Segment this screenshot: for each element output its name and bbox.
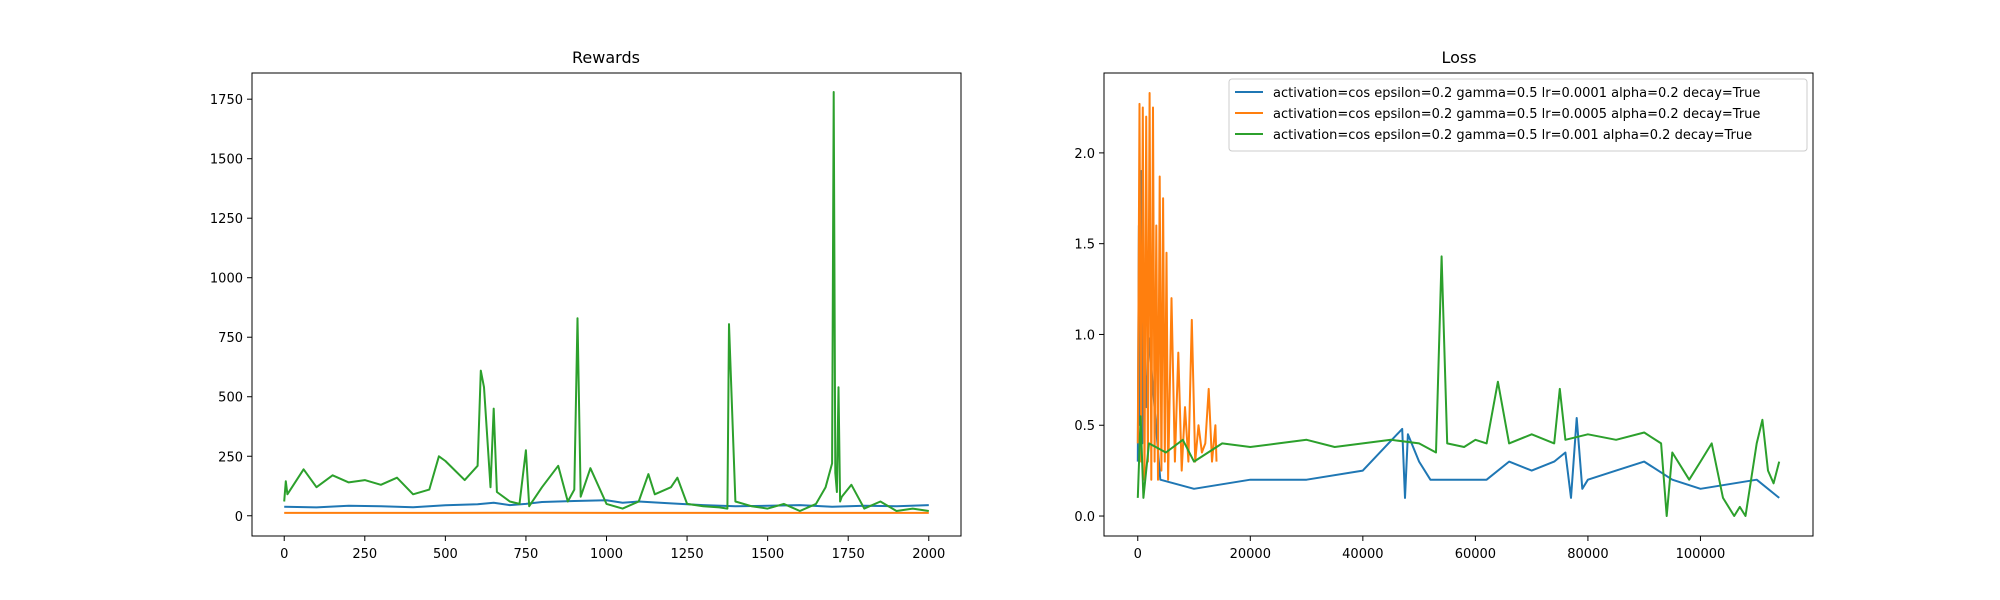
rewards-series-line-2 [283, 91, 929, 512]
rewards-x-tick-label: 2000 [912, 547, 945, 562]
loss-series-line-1 [1136, 92, 1218, 481]
rewards-x-tick-label: 1750 [832, 547, 865, 562]
rewards-y-tick-label: 1750 [210, 93, 243, 108]
loss-x-tick-label: 20000 [1230, 547, 1271, 562]
loss-legend: activation=cos epsilon=0.2 gamma=0.5 lr=… [1228, 78, 1808, 152]
loss-series-line-0 [1136, 170, 1780, 499]
loss-axes-frame [1103, 72, 1814, 537]
loss-legend-label-2: activation=cos epsilon=0.2 gamma=0.5 lr=… [1273, 128, 1752, 143]
rewards-x-tick-label: 1500 [751, 547, 784, 562]
loss-y-tick-label: 0.5 [1074, 419, 1095, 434]
rewards-x-tick-label: 0 [280, 547, 288, 562]
loss-x-tick-label: 100000 [1676, 547, 1726, 562]
loss-legend-box [1228, 78, 1808, 152]
rewards-chart: Rewards 0 250 500 750 1000 1250 1500 1750 2000 0 2… [210, 48, 962, 562]
rewards-y-tick-label: 1250 [210, 212, 243, 227]
loss-legend-label-0: activation=cos epsilon=0.2 gamma=0.5 lr=… [1273, 86, 1760, 101]
loss-y-tick-label: 1.0 [1074, 328, 1095, 343]
rewards-series-line-0 [284, 499, 929, 509]
loss-x-tick-label: 40000 [1342, 547, 1383, 562]
loss-y-tick-label: 0.0 [1074, 510, 1095, 525]
loss-x-tick-label: 60000 [1455, 547, 1496, 562]
loss-series-line-2 [1136, 255, 1781, 517]
loss-y-tick-label: 2.0 [1074, 147, 1095, 162]
rewards-x-tick-label: 750 [514, 547, 539, 562]
loss-x-tick-label: 0 [1134, 547, 1142, 562]
loss-y-tick-label: 1.5 [1074, 238, 1095, 253]
rewards-x-tick-label: 500 [433, 547, 458, 562]
rewards-axes-frame [251, 72, 962, 537]
rewards-title: Rewards [572, 48, 640, 67]
rewards-x-tick-label: 1250 [671, 547, 704, 562]
rewards-y-tick-label: 500 [218, 391, 243, 406]
rewards-y-tick-label: 250 [218, 450, 243, 465]
loss-legend-label-1: activation=cos epsilon=0.2 gamma=0.5 lr=… [1273, 107, 1760, 122]
rewards-x-tick-label: 250 [352, 547, 377, 562]
rewards-y-tick-label: 1000 [210, 272, 243, 287]
rewards-y-tick-label: 750 [218, 331, 243, 346]
loss-title: Loss [1441, 48, 1476, 67]
rewards-y-tick-label: 0 [235, 510, 243, 525]
loss-chart: Loss 0 20000 40000 60000 80000 100000 0.0 0.5 1.… [1074, 48, 1814, 562]
rewards-x-tick-label: 1000 [590, 547, 623, 562]
loss-x-tick-label: 80000 [1567, 547, 1608, 562]
rewards-y-tick-label: 1500 [210, 153, 243, 168]
